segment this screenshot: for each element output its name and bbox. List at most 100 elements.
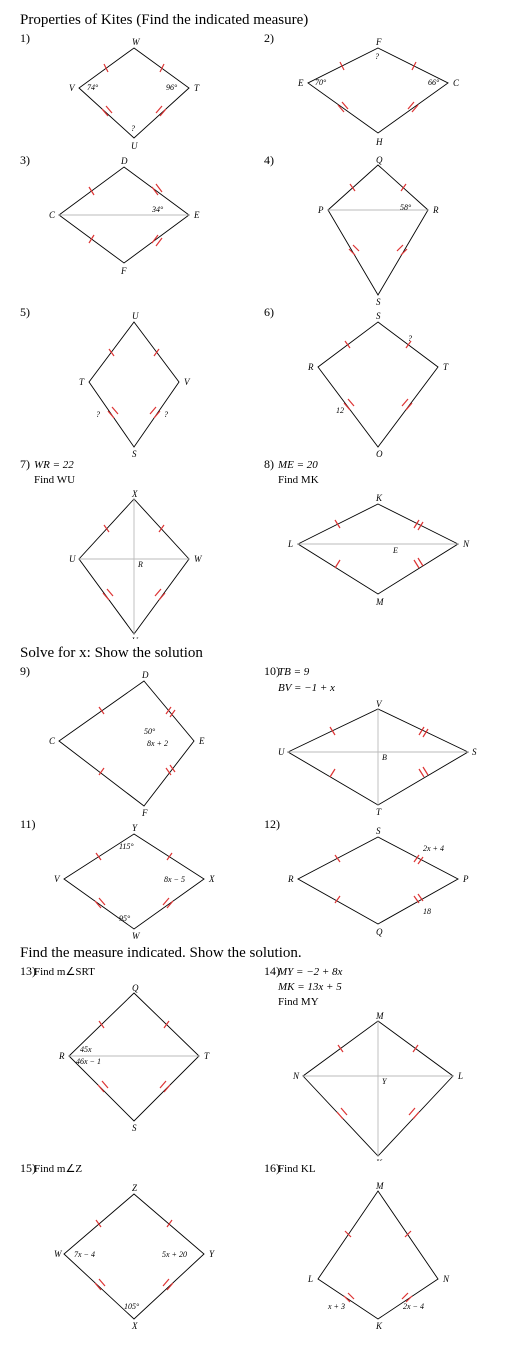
svg-text:W: W xyxy=(54,1249,63,1259)
svg-text:R: R xyxy=(432,205,439,215)
svg-text:L: L xyxy=(307,1274,313,1284)
svg-text:Y: Y xyxy=(209,1249,215,1259)
kite-figure-7: X U W V R xyxy=(34,489,234,639)
svg-text:N: N xyxy=(292,1071,300,1081)
given-text: WR = 22 xyxy=(34,459,254,472)
svg-text:?: ? xyxy=(96,410,100,419)
given-text: MY = −2 + 8x xyxy=(278,966,498,979)
svg-text:V: V xyxy=(54,874,61,884)
problem-1: 1) W V T U 74° 96° ? xyxy=(20,31,254,153)
svg-text:U: U xyxy=(131,141,138,151)
svg-text:Q: Q xyxy=(376,155,383,165)
svg-text:N: N xyxy=(442,1274,450,1284)
problem-number: 14) xyxy=(264,964,280,979)
problem-number: 2) xyxy=(264,31,274,46)
svg-text:E: E xyxy=(392,546,398,555)
problem-14: 14) MY = −2 + 8x MK = 13x + 5 Find MY M … xyxy=(264,964,498,1162)
given-text-2: MK = 13x + 5 xyxy=(278,981,498,994)
problem-6: 6) S R T Q 12 ? xyxy=(264,305,498,457)
svg-text:S: S xyxy=(376,311,381,321)
svg-text:M: M xyxy=(375,1181,384,1191)
svg-text:D: D xyxy=(141,670,149,680)
svg-text:7x − 4: 7x − 4 xyxy=(74,1250,95,1259)
svg-text:Z: Z xyxy=(132,1183,138,1193)
svg-text:2x − 4: 2x − 4 xyxy=(403,1302,424,1311)
svg-text:V: V xyxy=(184,377,191,387)
kite-figure-5: U T V S ? ? xyxy=(34,307,234,457)
svg-text:W: W xyxy=(132,37,141,47)
svg-text:74°: 74° xyxy=(87,83,99,92)
svg-text:V: V xyxy=(132,636,139,639)
svg-text:X: X xyxy=(131,1321,138,1329)
problem-number: 8) xyxy=(264,457,274,472)
row-7: 13) Find m∠SRT Q R T S 45x 46x − 1 14) M… xyxy=(20,964,498,1162)
row-6: 11) Y V X W 115° 8x − 5 95° 12) xyxy=(20,817,498,939)
kite-figure-1: W V T U 74° 96° ? xyxy=(34,33,234,153)
given-text: ME = 20 xyxy=(278,459,498,472)
problem-12: 12) S R P Q 2x + 4 18 xyxy=(264,817,498,939)
find-text: Find WU xyxy=(34,474,254,487)
row-4: 7) WR = 22 Find WU X U W V R 8) ME = 20 … xyxy=(20,457,498,639)
svg-text:12: 12 xyxy=(336,406,344,415)
svg-text:P: P xyxy=(462,874,469,884)
svg-text:105°: 105° xyxy=(124,1302,140,1311)
svg-text:B: B xyxy=(382,753,387,762)
svg-text:L: L xyxy=(287,539,293,549)
find-text: Find MY xyxy=(278,996,498,1009)
problem-number: 9) xyxy=(20,664,30,679)
svg-text:W: W xyxy=(132,931,141,939)
svg-text:C: C xyxy=(49,736,56,746)
svg-text:F: F xyxy=(120,266,127,275)
section-title-2: Solve for x: Show the solution xyxy=(20,645,498,662)
svg-text:N: N xyxy=(462,539,470,549)
svg-text:?: ? xyxy=(164,410,168,419)
svg-text:Y: Y xyxy=(132,823,138,833)
svg-text:R: R xyxy=(287,874,294,884)
svg-text:D: D xyxy=(120,156,128,166)
svg-text:E: E xyxy=(193,210,200,220)
find-text: Find m∠Z xyxy=(34,1163,254,1176)
given-text: TB = 9 xyxy=(278,666,498,679)
kite-figure-15: Z W Y X 7x − 4 5x + 20 105° xyxy=(34,1179,234,1329)
svg-text:X: X xyxy=(208,874,215,884)
find-text: Find KL xyxy=(278,1163,498,1176)
svg-text:18: 18 xyxy=(423,907,431,916)
row-2: 3) D C E F 34° 4) xyxy=(20,153,498,305)
svg-text:T: T xyxy=(204,1051,210,1061)
problem-7: 7) WR = 22 Find WU X U W V R xyxy=(20,457,254,639)
svg-text:V: V xyxy=(69,83,76,93)
kite-figure-12: S R P Q 2x + 4 18 xyxy=(278,819,478,939)
svg-text:X: X xyxy=(131,489,138,499)
kite-figure-3: D C E F 34° xyxy=(34,155,234,275)
problem-number: 10) xyxy=(264,664,280,679)
svg-text:66°: 66° xyxy=(428,78,440,87)
svg-text:P: P xyxy=(317,205,324,215)
svg-text:M: M xyxy=(375,1011,384,1021)
svg-text:34°: 34° xyxy=(151,205,164,214)
kite-figure-6: S R T Q 12 ? xyxy=(278,307,478,457)
kite-figure-9: D C E F 50° 8x + 2 xyxy=(34,666,234,816)
problem-number: 6) xyxy=(264,305,274,320)
svg-text:L: L xyxy=(457,1071,463,1081)
svg-text:W: W xyxy=(194,554,203,564)
problem-3: 3) D C E F 34° xyxy=(20,153,254,305)
section-title-3: Find the measure indicated. Show the sol… xyxy=(20,945,498,962)
svg-text:F: F xyxy=(375,37,382,47)
svg-text:Y: Y xyxy=(382,1077,388,1086)
problem-number: 5) xyxy=(20,305,30,320)
kite-figure-2: F E C H 70° 66° ? xyxy=(278,33,478,153)
problem-number: 1) xyxy=(20,31,30,46)
svg-text:?: ? xyxy=(131,124,135,133)
svg-text:S: S xyxy=(132,1123,137,1131)
svg-text:x + 3: x + 3 xyxy=(327,1302,345,1311)
problem-number: 15) xyxy=(20,1161,36,1176)
svg-text:E: E xyxy=(297,78,304,88)
row-5: 9) D C E F 50° 8x + 2 10) TB = 9 BV = −1… xyxy=(20,664,498,816)
svg-text:R: R xyxy=(137,560,143,569)
svg-text:95°: 95° xyxy=(119,914,131,923)
page-title: Properties of Kites (Find the indicated … xyxy=(20,12,498,29)
svg-text:2x + 4: 2x + 4 xyxy=(423,844,444,853)
svg-text:50°: 50° xyxy=(144,727,156,736)
problem-13: 13) Find m∠SRT Q R T S 45x 46x − 1 xyxy=(20,964,254,1162)
svg-text:U: U xyxy=(132,311,139,321)
